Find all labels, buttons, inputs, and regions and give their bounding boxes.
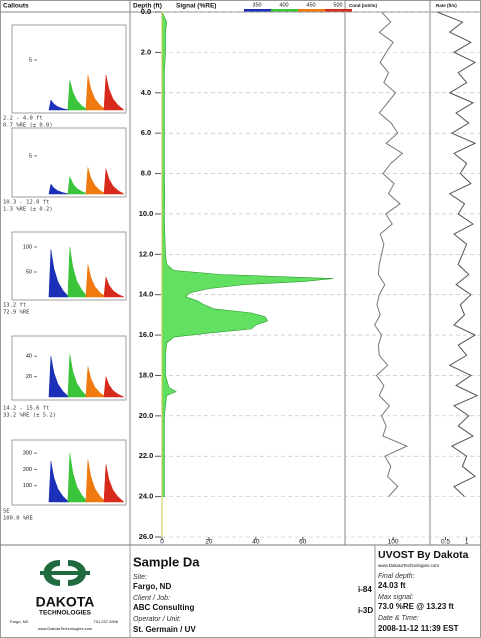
callout-peak: [103, 168, 125, 195]
x-tick-label: 20: [205, 539, 213, 546]
signal-title: Signal (%RE): [176, 3, 216, 10]
legend-label: 450: [306, 2, 315, 8]
legend-label: 500: [333, 2, 342, 8]
site-label: Site:: [133, 574, 147, 581]
logo-name: DAKOTA: [36, 594, 95, 610]
rate-title: Rate (ft/s): [436, 3, 457, 8]
depth-tick-label: 22.0: [139, 451, 154, 460]
logo-bar: [40, 571, 90, 575]
website: www.DakotaTechnologies.com: [378, 563, 439, 568]
fragment: i-84: [358, 585, 372, 594]
cond-title: Cond (mS/m): [349, 3, 377, 8]
log-line: [436, 11, 479, 497]
callouts-title: Callouts: [3, 3, 29, 10]
depth-tick-label: 12.0: [139, 249, 154, 258]
callout-tick-label: 5: [29, 153, 32, 159]
callout-tick-label: 50: [26, 269, 32, 275]
legend-label: 400: [279, 2, 288, 8]
callout-tick-label: 100: [23, 244, 32, 250]
client: ABC Consulting: [133, 603, 194, 612]
callout-peak: [103, 74, 125, 111]
final-depth: 24.03 ft: [378, 581, 406, 590]
logo-shape: [43, 560, 60, 586]
callout-tick-label: 5: [29, 57, 32, 63]
callout-label: 14.2 - 15.6 ft: [3, 406, 49, 412]
callout-label: 2.2 - 4.0 ft: [3, 116, 43, 122]
callout-tick-label: 20: [26, 374, 32, 380]
client-label: Client / Job:: [133, 595, 170, 602]
logo-sub: TECHNOLOGIES: [39, 610, 92, 617]
depth-tick-label: 24.0: [139, 492, 154, 501]
operator: St. Germain / UV: [133, 625, 196, 634]
date: 2008-11-12 11:39 EST: [378, 624, 459, 633]
callout-tick-label: 200: [23, 467, 32, 473]
callout-label: SE: [3, 509, 10, 515]
depth-tick-label: 14.0: [139, 290, 154, 299]
fragment: i-3D: [358, 606, 373, 615]
log-line: [374, 11, 409, 497]
callout-tick-label: 300: [23, 451, 32, 457]
depth-tick-label: 2.0: [141, 47, 151, 56]
callout-peak: [103, 276, 125, 298]
depth-tick-label: 4.0: [141, 88, 151, 97]
max-signal: 73.0 %RE @ 13.23 ft: [378, 602, 454, 611]
depth-tick-label: 18.0: [139, 370, 154, 379]
x-tick-label: 0.5: [441, 539, 450, 546]
callout-tick-label: 100: [23, 483, 32, 489]
depth-tick-label: 6.0: [141, 128, 151, 137]
site: Fargo, ND: [133, 582, 171, 591]
x-tick-label: 100: [388, 539, 399, 546]
x-tick-label: 60: [299, 539, 307, 546]
callout-label: 10.3 - 12.0 ft: [3, 200, 49, 206]
callout-label: 0.7 %RE (± 0.0): [3, 123, 53, 129]
callout-peak: [103, 464, 125, 503]
depth-tick-label: 20.0: [139, 411, 154, 420]
title-block: DAKOTA TECHNOLOGIES Fargo, ND 701.237.49…: [10, 545, 469, 638]
callout-label: 33.2 %RE (± 5.2): [3, 413, 56, 419]
logo-phone: 701.237.4908: [94, 619, 119, 624]
brand: UVOST By Dakota: [378, 549, 469, 561]
final-depth-label: Final depth:: [378, 573, 415, 580]
legend-swatch: [244, 9, 271, 12]
x-tick-label: 40: [252, 539, 260, 546]
max-signal-label: Max signal:: [378, 594, 413, 601]
depth-tick-label: 16.0: [139, 330, 154, 339]
depth-tick-label: 26.0: [139, 532, 154, 541]
depth-tick-label: 8.0: [141, 169, 151, 178]
signal-area: [161, 11, 334, 497]
callout-label: 1.3 %RE (± 0.2): [3, 207, 53, 213]
depth-tick-label: 0.0: [141, 7, 151, 16]
legend-swatch: [271, 9, 298, 12]
logo-web: www.DakotaTechnologies.com: [38, 626, 93, 631]
callout-tick-label: 40: [26, 354, 32, 360]
date-label: Date & Time:: [378, 615, 419, 622]
callout-label: 13.2 ft: [3, 303, 26, 309]
legend-label: 350: [252, 2, 261, 8]
callout-label: 72.9 %RE: [3, 310, 30, 316]
logo-city: Fargo, ND: [10, 619, 29, 624]
operator-label: Operator / Unit:: [133, 616, 181, 623]
x-tick-label: 1: [465, 539, 469, 546]
depth-tick-label: 10.0: [139, 209, 154, 218]
logo-shape: [68, 560, 86, 586]
x-tick-label: 0: [160, 539, 164, 546]
depth-axis-title: Depth (ft): [133, 3, 162, 10]
block-title: Sample Da: [133, 554, 200, 569]
callout-peak: [103, 376, 125, 398]
callout-label: 100.0 %RE: [3, 516, 33, 522]
legend-swatch: [325, 9, 352, 12]
legend-swatch: [298, 9, 325, 12]
